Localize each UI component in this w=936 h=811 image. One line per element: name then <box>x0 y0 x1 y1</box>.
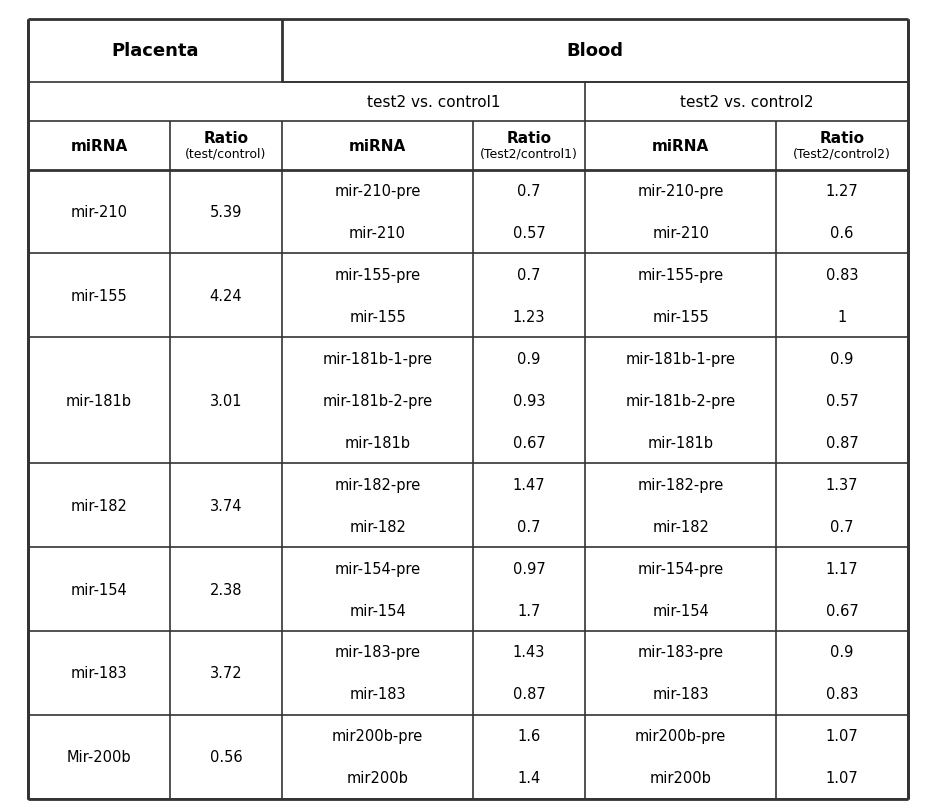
Text: (Test2/control1): (Test2/control1) <box>480 148 578 161</box>
Text: mir-210: mir-210 <box>70 204 127 220</box>
Text: Ratio: Ratio <box>819 131 865 146</box>
Text: 1.23: 1.23 <box>513 310 546 324</box>
Text: 3.72: 3.72 <box>210 666 242 680</box>
Text: 1.07: 1.07 <box>826 770 858 785</box>
Text: mir-210: mir-210 <box>652 225 709 241</box>
Text: 0.6: 0.6 <box>830 225 854 241</box>
Text: 1.6: 1.6 <box>518 728 541 744</box>
Text: 0.83: 0.83 <box>826 687 858 702</box>
Text: mir200b-pre: mir200b-pre <box>635 728 726 744</box>
Text: Ratio: Ratio <box>506 131 551 146</box>
Text: mir-182: mir-182 <box>652 519 709 534</box>
Text: mir-181b: mir-181b <box>344 436 411 450</box>
Text: mir-182-pre: mir-182-pre <box>637 477 724 492</box>
Text: Placenta: Placenta <box>111 42 199 60</box>
Text: 0.9: 0.9 <box>830 645 854 659</box>
Text: mir-154-pre: mir-154-pre <box>334 561 420 576</box>
Text: 1.07: 1.07 <box>826 728 858 744</box>
Text: 0.7: 0.7 <box>518 268 541 282</box>
Text: mir-181b: mir-181b <box>648 436 713 450</box>
Text: 3.74: 3.74 <box>210 498 242 513</box>
Text: (test/control): (test/control) <box>185 148 267 161</box>
Text: 0.9: 0.9 <box>518 351 541 367</box>
Text: mir-182-pre: mir-182-pre <box>334 477 420 492</box>
Text: 0.7: 0.7 <box>518 184 541 199</box>
Text: 0.9: 0.9 <box>830 351 854 367</box>
Text: 1: 1 <box>838 310 846 324</box>
Text: mir-210-pre: mir-210-pre <box>637 184 724 199</box>
Text: 4.24: 4.24 <box>210 289 242 303</box>
Text: mir-210-pre: mir-210-pre <box>334 184 421 199</box>
Text: mir-183: mir-183 <box>652 687 709 702</box>
Text: 0.93: 0.93 <box>513 393 546 408</box>
Text: mir-183-pre: mir-183-pre <box>637 645 724 659</box>
Text: 1.17: 1.17 <box>826 561 858 576</box>
Text: 0.67: 0.67 <box>826 603 858 618</box>
Text: (Test2/control2): (Test2/control2) <box>793 148 891 161</box>
Text: 1.43: 1.43 <box>513 645 546 659</box>
Text: Mir-200b: Mir-200b <box>66 749 131 765</box>
Text: miRNA: miRNA <box>349 139 406 153</box>
Text: mir-181b-1-pre: mir-181b-1-pre <box>625 351 736 367</box>
Text: mir-154-pre: mir-154-pre <box>637 561 724 576</box>
Text: mir-155-pre: mir-155-pre <box>334 268 420 282</box>
Text: 0.57: 0.57 <box>513 225 546 241</box>
Text: mir-154: mir-154 <box>652 603 709 618</box>
Text: test2 vs. control1: test2 vs. control1 <box>367 95 501 109</box>
Text: mir-155: mir-155 <box>349 310 406 324</box>
Text: Ratio: Ratio <box>203 131 249 146</box>
Text: 5.39: 5.39 <box>210 204 242 220</box>
Text: mir-183: mir-183 <box>349 687 406 702</box>
Text: 1.7: 1.7 <box>518 603 541 618</box>
Text: miRNA: miRNA <box>652 139 709 153</box>
Text: mir-210: mir-210 <box>349 225 406 241</box>
Text: mir200b: mir200b <box>346 770 408 785</box>
Text: 0.67: 0.67 <box>513 436 546 450</box>
Text: mir-182: mir-182 <box>70 498 127 513</box>
Text: 0.7: 0.7 <box>518 519 541 534</box>
Text: 0.83: 0.83 <box>826 268 858 282</box>
Text: 2.38: 2.38 <box>210 581 242 597</box>
Text: test2 vs. control2: test2 vs. control2 <box>680 95 813 109</box>
Text: mir-182: mir-182 <box>349 519 406 534</box>
Text: 1.4: 1.4 <box>518 770 541 785</box>
Text: mir-181b-2-pre: mir-181b-2-pre <box>323 393 432 408</box>
Text: mir-154: mir-154 <box>70 581 127 597</box>
Text: 1.27: 1.27 <box>826 184 858 199</box>
Text: mir-181b: mir-181b <box>66 393 132 408</box>
Text: 0.97: 0.97 <box>513 561 546 576</box>
Text: 0.87: 0.87 <box>513 687 546 702</box>
Text: mir-155: mir-155 <box>652 310 709 324</box>
Text: 0.87: 0.87 <box>826 436 858 450</box>
Text: mir-181b-1-pre: mir-181b-1-pre <box>323 351 432 367</box>
Text: mir200b-pre: mir200b-pre <box>332 728 423 744</box>
Text: 0.7: 0.7 <box>830 519 854 534</box>
Text: mir200b: mir200b <box>650 770 711 785</box>
Text: mir-155: mir-155 <box>70 289 127 303</box>
Text: mir-154: mir-154 <box>349 603 406 618</box>
Text: Blood: Blood <box>566 42 623 60</box>
Text: 1.37: 1.37 <box>826 477 858 492</box>
Text: 3.01: 3.01 <box>210 393 242 408</box>
Text: mir-181b-2-pre: mir-181b-2-pre <box>625 393 736 408</box>
Text: 0.56: 0.56 <box>210 749 242 765</box>
Text: 0.57: 0.57 <box>826 393 858 408</box>
Text: mir-183-pre: mir-183-pre <box>334 645 420 659</box>
Text: 1.47: 1.47 <box>513 477 546 492</box>
Text: miRNA: miRNA <box>70 139 127 153</box>
Text: mir-183: mir-183 <box>70 666 127 680</box>
Text: mir-155-pre: mir-155-pre <box>637 268 724 282</box>
